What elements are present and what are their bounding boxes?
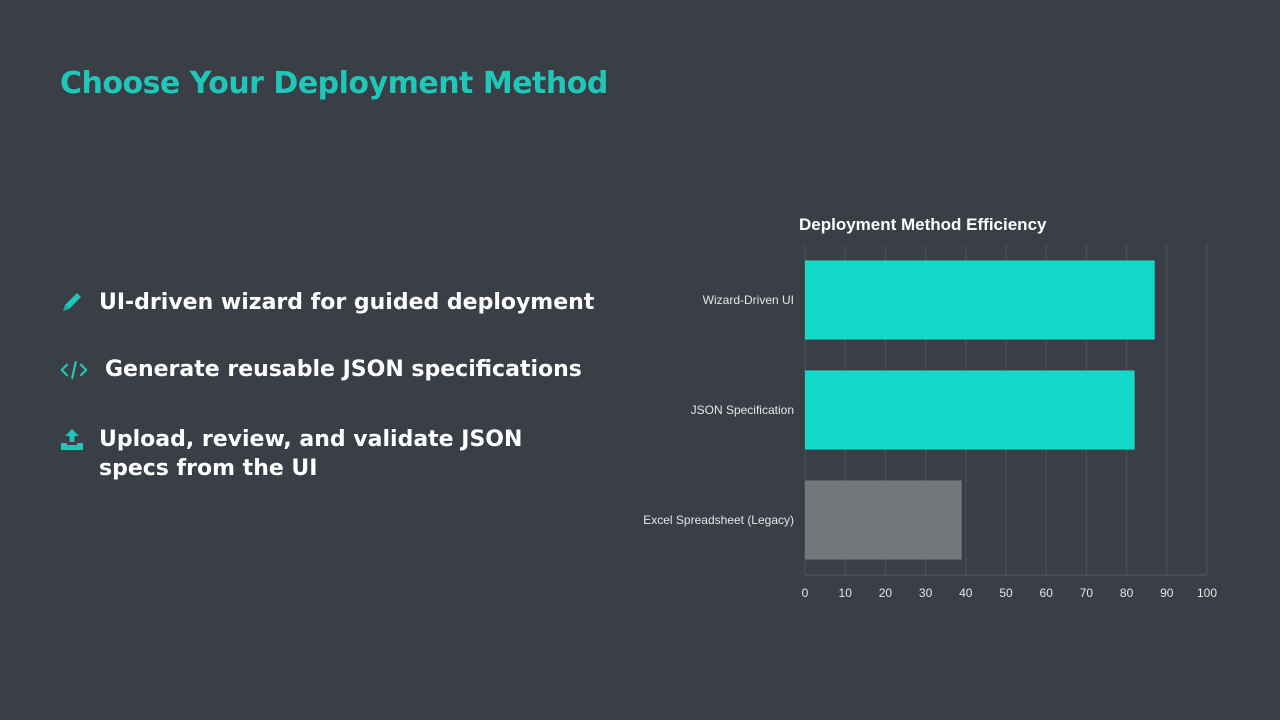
feature-text: Generate reusable JSON specifications — [105, 357, 582, 382]
chart-bars — [805, 260, 1155, 560]
category-label: Excel Spreadsheet (Legacy) — [643, 513, 794, 527]
feature-text: UI-driven wizard for guided deployment — [99, 290, 595, 315]
x-tick-label: 60 — [1040, 586, 1054, 600]
x-tick-label: 90 — [1160, 586, 1174, 600]
x-tick-label: 40 — [959, 586, 973, 600]
chart-category-labels: Wizard-Driven UI JSON Specification Excel … — [643, 293, 794, 527]
x-tick-label: 80 — [1120, 586, 1134, 600]
chart-title: Deployment Method Efficiency — [799, 215, 1047, 234]
x-tick-label: 50 — [999, 586, 1013, 600]
bar — [805, 260, 1155, 340]
category-label: Wizard-Driven UI — [703, 293, 794, 307]
code-icon — [60, 355, 88, 385]
x-tick-label: 100 — [1197, 586, 1217, 600]
category-label: JSON Specification — [691, 403, 794, 417]
feature-item-upload: Upload, review, and validate JSON specs … — [60, 425, 599, 483]
bar — [805, 480, 962, 560]
x-tick-label: 0 — [802, 586, 809, 600]
x-tick-label: 10 — [839, 586, 853, 600]
feature-text: Upload, review, and validate JSON specs … — [99, 427, 523, 481]
bar — [805, 370, 1135, 450]
feature-item-json: Generate reusable JSON specifications — [60, 355, 582, 385]
x-tick-label: 20 — [879, 586, 893, 600]
upload-icon — [60, 425, 88, 455]
bar-chart: Deployment Method Efficiency Wizard-Driv… — [643, 215, 1218, 600]
x-tick-label: 70 — [1080, 586, 1094, 600]
efficiency-chart: Deployment Method Efficiency Wizard-Driv… — [630, 205, 1250, 625]
slide-title: Choose Your Deployment Method — [60, 66, 608, 101]
pencil-icon — [60, 288, 88, 318]
feature-item-wizard: UI-driven wizard for guided deployment — [60, 288, 594, 318]
x-tick-label: 30 — [919, 586, 933, 600]
chart-tick-labels: 0 10 20 30 40 50 60 70 80 90 100 — [802, 586, 1218, 600]
